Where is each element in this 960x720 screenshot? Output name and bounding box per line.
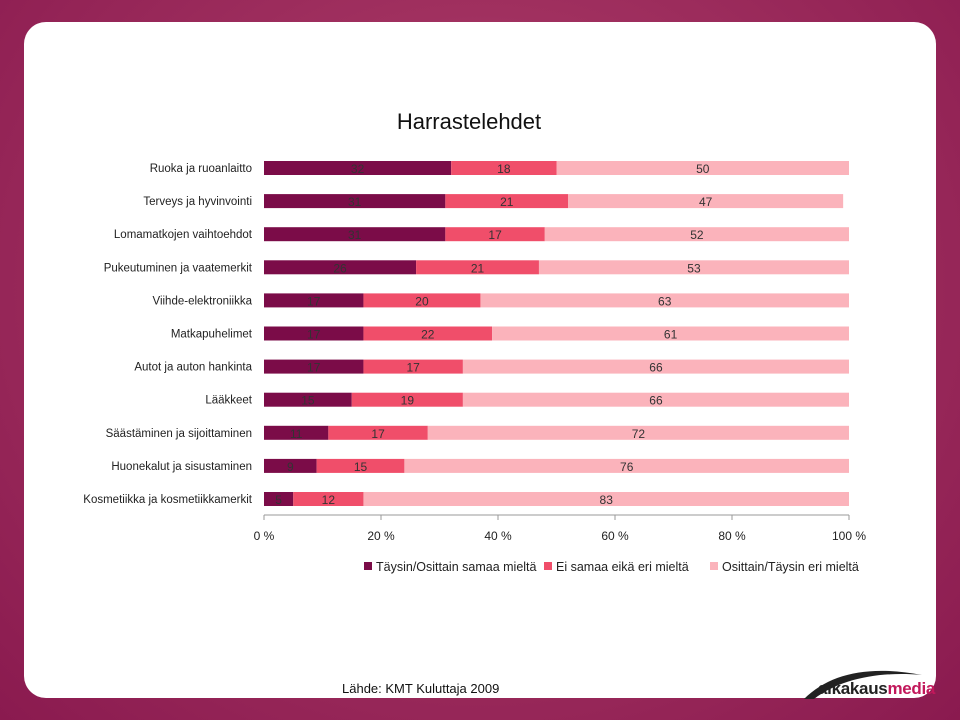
bar-segment — [427, 425, 849, 440]
data-label: 76 — [620, 460, 634, 474]
logo-text: aikakausmedia — [818, 679, 936, 698]
data-label: 61 — [664, 328, 678, 342]
bar-segment — [404, 458, 849, 473]
data-label: 17 — [307, 361, 321, 375]
data-label: 52 — [690, 228, 704, 242]
category-label: Kosmetiikka ja kosmetiikkamerkit — [83, 494, 253, 506]
category-label: Säästäminen ja sijoittaminen — [106, 428, 252, 440]
data-label: 9 — [287, 460, 294, 474]
bar-segment — [363, 293, 481, 308]
legend-swatch — [544, 562, 552, 570]
data-label: 83 — [600, 493, 614, 507]
legend: Täysin/Osittain samaa mieltä Ei samaa eik… — [364, 560, 859, 574]
bar-segment — [363, 359, 463, 374]
data-label: 63 — [658, 294, 672, 308]
x-tick-label: 0 % — [254, 529, 275, 543]
bar-segment — [538, 260, 849, 275]
bar-segment — [264, 392, 352, 407]
bar-segment — [264, 194, 446, 209]
data-label: 17 — [371, 427, 385, 441]
data-label: 50 — [696, 162, 710, 176]
x-tick-label: 80 % — [718, 529, 746, 543]
bar-segment — [316, 458, 405, 473]
data-label: 53 — [687, 261, 701, 275]
data-label: 17 — [307, 328, 321, 342]
bar-segment — [416, 260, 539, 275]
bar-segment — [480, 293, 849, 308]
x-tick-label: 60 % — [601, 529, 629, 543]
data-label: 20 — [415, 294, 429, 308]
source-note: Lähde: KMT Kuluttaja 2009 — [342, 681, 499, 696]
bar-segment — [544, 227, 849, 242]
data-label: 31 — [348, 195, 362, 209]
bar-segment — [264, 359, 364, 374]
category-label: Autot ja auton hankinta — [134, 362, 252, 374]
bar-segment — [293, 492, 364, 506]
bar-segment — [264, 458, 317, 473]
data-label: 17 — [488, 228, 502, 242]
legend-swatch — [710, 562, 718, 570]
data-label: 26 — [333, 261, 347, 275]
bar-segment — [462, 359, 849, 374]
bar-segment — [264, 161, 452, 175]
data-label: 66 — [649, 361, 663, 375]
chart: Harrastelehdet Ruoka ja ruoanlaitto 32 18 5… — [83, 109, 866, 696]
data-label: 72 — [632, 427, 646, 441]
category-label: Terveys ja hyvinvointi — [143, 196, 252, 208]
data-label: 22 — [421, 328, 435, 342]
data-label: 18 — [497, 162, 511, 176]
logo-swoosh-icon — [804, 670, 922, 699]
legend-entry: Ei samaa eikä eri mieltä — [556, 560, 689, 574]
x-tick-label: 100 % — [832, 529, 866, 543]
data-label: 17 — [307, 294, 321, 308]
bar-segment — [492, 326, 849, 341]
bar-segment — [351, 392, 463, 407]
data-label: 66 — [649, 394, 663, 408]
legend-entry: Täysin/Osittain samaa mieltä — [376, 560, 537, 574]
bar-segment — [264, 260, 417, 275]
bar-segment — [445, 194, 569, 209]
category-label: Pukeutuminen ja vaatemerkit — [104, 262, 253, 274]
bar-segment — [264, 326, 364, 341]
data-label: 11 — [290, 427, 303, 441]
category-label: Lomamatkojen vaihtoehdot — [114, 229, 253, 241]
data-label: 15 — [301, 394, 315, 408]
aikakausmedia-logo: aikakausmedia — [800, 663, 940, 703]
data-label: 15 — [354, 460, 368, 474]
data-label: 19 — [401, 394, 415, 408]
category-label: Viihde-elektroniikka — [152, 295, 252, 307]
legend-swatch — [364, 562, 372, 570]
bar-segment — [363, 492, 849, 506]
data-label: 12 — [322, 493, 336, 507]
category-label: Huonekalut ja sisustaminen — [111, 461, 252, 473]
chart-card: Harrastelehdet Ruoka ja ruoanlaitto 32 18 5… — [24, 22, 936, 699]
x-tick-label: 20 % — [367, 529, 395, 543]
data-label: 5 — [275, 493, 282, 507]
category-label: Matkapuhelimet — [171, 329, 253, 341]
data-label: 21 — [471, 261, 485, 275]
category-label: Lääkkeet — [205, 395, 252, 407]
bar-segment — [568, 194, 844, 209]
data-label: 47 — [699, 195, 713, 209]
chart-title: Harrastelehdet — [397, 109, 541, 134]
data-label: 32 — [351, 162, 365, 176]
bar-segment — [462, 392, 849, 407]
bar-segment — [445, 227, 545, 242]
x-axis-ticks: 0 % 20 % 40 % 60 % 80 % 100 % — [254, 515, 866, 543]
bar-segment — [451, 161, 557, 175]
bar-segment — [264, 492, 294, 506]
plot-area: Ruoka ja ruoanlaitto 32 18 50 Terveys ja hyv… — [83, 161, 849, 507]
category-label: Ruoka ja ruoanlaitto — [150, 163, 252, 175]
bar-segment — [363, 326, 493, 341]
bar-segment — [328, 425, 428, 440]
data-label: 17 — [406, 361, 420, 375]
bar-segment — [264, 425, 329, 440]
data-label: 21 — [500, 195, 514, 209]
bar-segment — [264, 293, 364, 308]
bar-segment — [556, 161, 849, 175]
data-label: 31 — [348, 228, 362, 242]
x-tick-label: 40 % — [484, 529, 512, 543]
bar-segment — [264, 227, 446, 242]
legend-entry: Osittain/Täysin eri mieltä — [722, 560, 859, 574]
